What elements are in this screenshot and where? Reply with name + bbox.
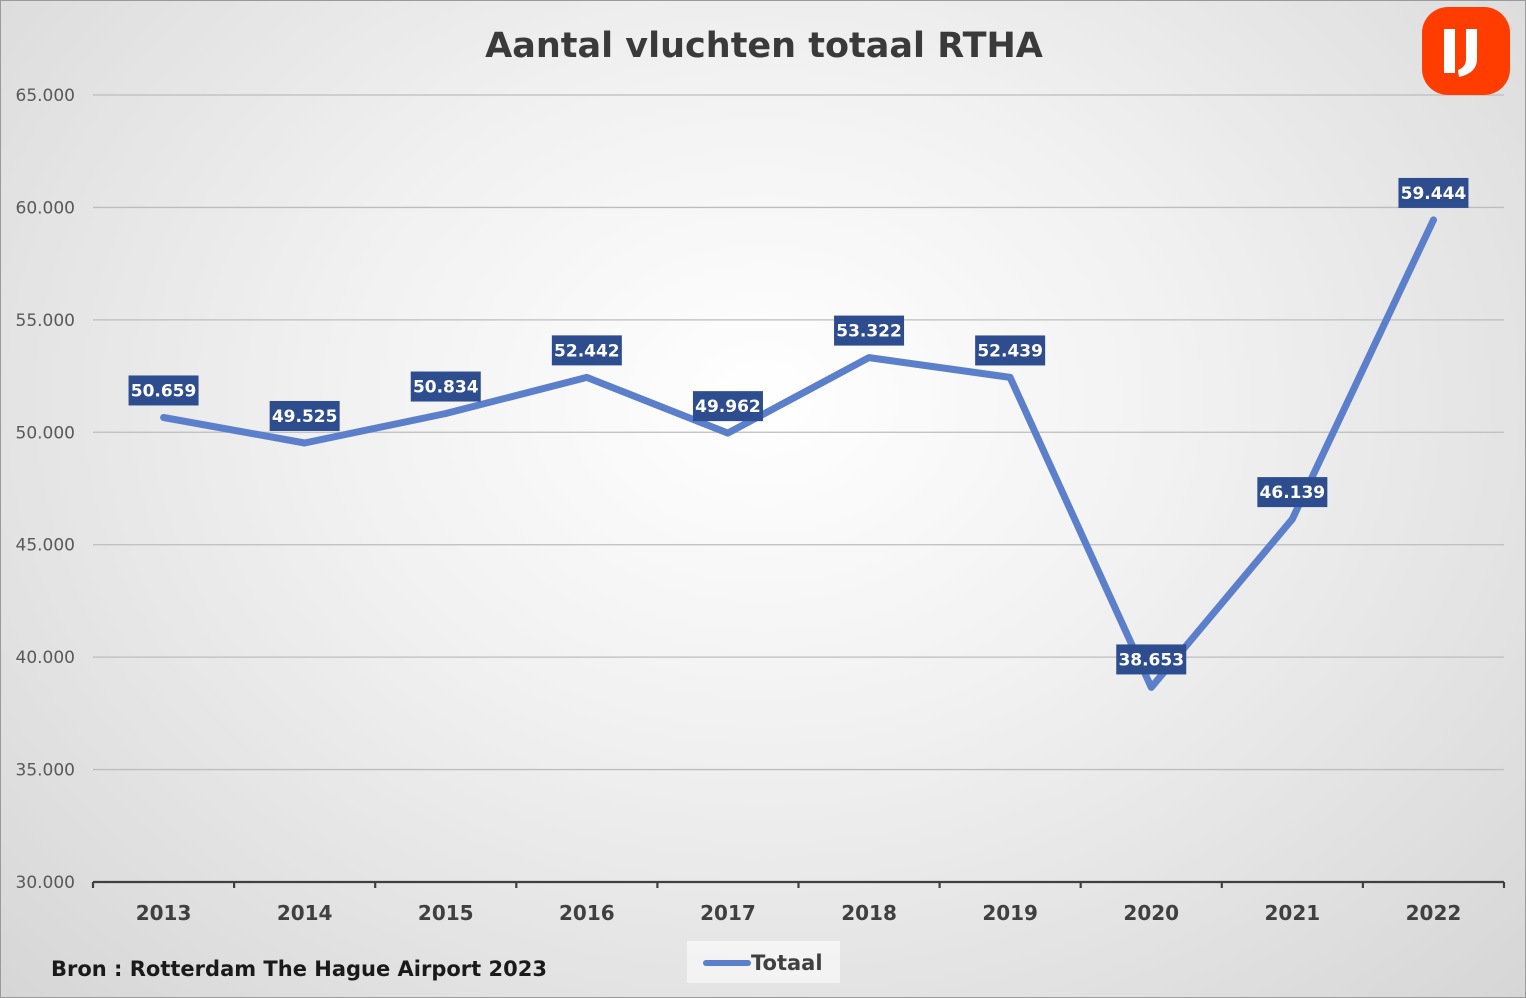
data-label-box — [692, 391, 763, 422]
data-label: 50.834 — [410, 371, 481, 402]
data-label-value: 59.444 — [1401, 184, 1467, 204]
y-tick-label: 45.000 — [16, 536, 75, 556]
brand-logo-icon — [1422, 7, 1510, 95]
series-line — [160, 216, 1437, 691]
y-tick-label: 35.000 — [16, 761, 75, 781]
chart-title: Aantal vluchten totaal RTHA — [485, 26, 1043, 66]
x-tick-label: 2018 — [841, 901, 897, 925]
data-label: 38.653 — [1116, 644, 1187, 675]
data-label: 52.439 — [975, 335, 1046, 366]
data-label: 50.659 — [128, 375, 199, 406]
y-tick-label: 55.000 — [16, 311, 75, 331]
data-label: 49.962 — [692, 391, 763, 422]
data-label-value: 52.442 — [554, 341, 620, 361]
data-label-box — [269, 400, 340, 431]
data-label-box — [128, 375, 199, 406]
data-label-box — [1257, 477, 1328, 508]
y-axis: 30.000 35.000 40.000 45.000 50.000 55.000 60.0… — [16, 86, 75, 893]
x-axis: 2013 2014 2015 2016 2017 2018 2019 2020 2021 2022 — [91, 880, 1506, 925]
data-label-box — [834, 315, 905, 346]
data-label-value: 50.834 — [413, 378, 479, 398]
y-tick-label: 30.000 — [16, 873, 75, 893]
data-label: 59.444 — [1398, 177, 1469, 208]
data-label-box — [410, 371, 481, 402]
legend-label: Totaal — [751, 951, 823, 975]
x-tick-label: 2017 — [700, 901, 756, 925]
y-tick-label: 50.000 — [16, 423, 75, 443]
data-label: 53.322 — [834, 315, 905, 346]
data-label-box — [551, 335, 622, 366]
x-tick-label: 2020 — [1123, 901, 1179, 925]
y-tick-label: 40.000 — [16, 648, 75, 668]
y-tick-label: 65.000 — [16, 86, 75, 106]
x-tick-label: 2019 — [982, 901, 1038, 925]
data-label-value: 52.439 — [977, 341, 1043, 361]
logo-comma — [1458, 29, 1477, 77]
legend: Totaal — [687, 941, 840, 983]
logo-bar — [1444, 29, 1455, 73]
data-labels: 50.659 49.525 50.834 52.442 49.962 53.322 52.4… — [128, 177, 1469, 675]
data-label: 46.139 — [1257, 477, 1328, 508]
data-label-box — [1398, 177, 1469, 208]
data-label-box — [1116, 644, 1187, 675]
source-note: Bron : Rotterdam The Hague Airport 2023 — [51, 957, 547, 981]
x-tick-label: 2021 — [1265, 901, 1321, 925]
data-label: 49.525 — [269, 400, 340, 431]
data-label-value: 38.653 — [1118, 650, 1184, 670]
data-label-value: 49.962 — [695, 397, 761, 417]
x-tick-label: 2013 — [136, 901, 192, 925]
grid-lines — [93, 94, 1504, 771]
series-line-totaal — [160, 216, 1437, 691]
x-tick-label: 2015 — [418, 901, 474, 925]
x-tick-label: 2022 — [1406, 901, 1462, 925]
data-label-value: 53.322 — [836, 322, 902, 342]
data-label-value: 50.659 — [131, 381, 197, 401]
y-tick-label: 60.000 — [16, 198, 75, 218]
data-label: 52.442 — [551, 335, 622, 366]
data-label-value: 46.139 — [1260, 483, 1326, 503]
data-label-box — [975, 335, 1046, 366]
x-tick-label: 2016 — [559, 901, 615, 925]
x-tick-label: 2014 — [277, 901, 333, 925]
data-label-value: 49.525 — [272, 407, 338, 427]
